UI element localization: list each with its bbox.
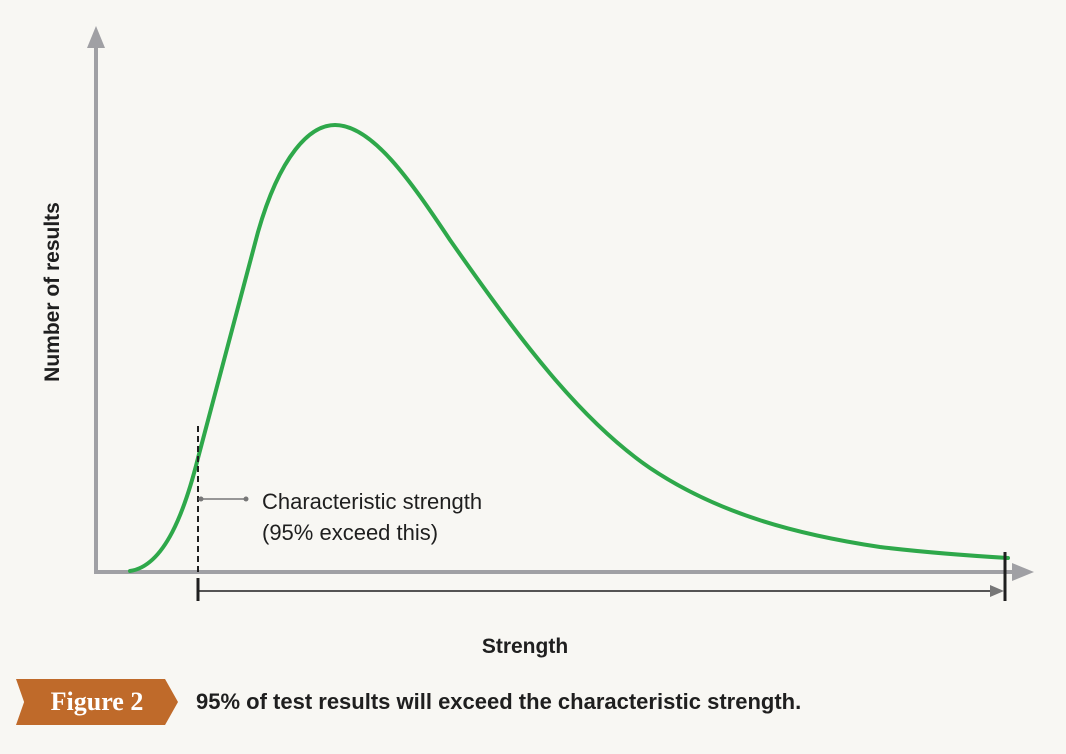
x-axis-label: Strength bbox=[482, 635, 568, 658]
figure-badge-label: Figure 2 bbox=[50, 687, 144, 716]
figure-badge: Figure 2 bbox=[16, 679, 178, 725]
figure-caption-row: Figure 2 95% of test results will exceed… bbox=[16, 679, 801, 725]
annotation-line1: Characteristic strength bbox=[262, 489, 482, 514]
annotation-line2: (95% exceed this) bbox=[262, 520, 438, 545]
annotation-leader-dot-start bbox=[198, 496, 204, 502]
x-axis-arrow-icon bbox=[1012, 563, 1034, 581]
range-arrow-head-icon bbox=[990, 585, 1004, 597]
distribution-curve bbox=[128, 122, 1010, 573]
y-axis-label: Number of results bbox=[41, 202, 64, 382]
annotation-leader-dot-end bbox=[243, 496, 249, 502]
y-axis-arrow-icon bbox=[87, 26, 105, 48]
figure-caption: 95% of test results will exceed the char… bbox=[196, 689, 802, 714]
